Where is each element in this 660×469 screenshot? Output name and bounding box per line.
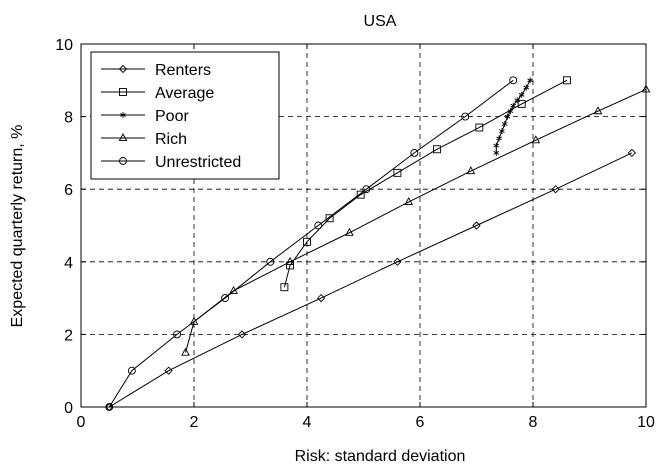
series-unrestricted-point xyxy=(221,294,230,303)
axes-frame xyxy=(80,43,647,408)
series-unrestricted-point xyxy=(105,403,114,411)
series-average-point xyxy=(280,283,289,292)
legend-rich-marker xyxy=(118,133,128,142)
legend-rich-label: Rich xyxy=(155,131,187,148)
series-average-point xyxy=(562,76,571,85)
series-poor-point xyxy=(496,135,502,142)
series-renters-point xyxy=(551,185,560,194)
y-tick-label: 10 xyxy=(55,37,73,54)
x-tick-label: 6 xyxy=(416,414,425,431)
y-axis-label: Expected quarterly return, % xyxy=(9,125,26,328)
series-average-point xyxy=(356,190,365,199)
series-average-point xyxy=(325,214,334,223)
x-tick-label: 2 xyxy=(190,414,199,431)
y-tick-label: 6 xyxy=(64,182,73,199)
series-renters-point xyxy=(393,257,402,266)
series-poor-point xyxy=(504,113,511,120)
series-rich-point xyxy=(189,316,199,325)
series-rich-point xyxy=(181,347,190,356)
series-unrestricted-point xyxy=(509,76,518,85)
series-poor-point xyxy=(510,102,517,109)
series-average-point xyxy=(303,237,311,246)
series-rich-point xyxy=(593,106,603,115)
series-poor-point xyxy=(514,97,521,104)
series-poor-line xyxy=(495,80,531,153)
y-tick-label: 4 xyxy=(64,255,73,272)
series-unrestricted-line xyxy=(108,79,514,408)
x-axis-label: Risk: standard deviation xyxy=(295,448,466,465)
series-unrestricted-point xyxy=(362,185,371,194)
series-poor-point xyxy=(518,91,525,98)
series-average-point xyxy=(433,145,441,154)
legend-average-marker xyxy=(119,88,127,96)
y-tick-label: 2 xyxy=(64,327,73,344)
series-renters-point xyxy=(237,330,247,339)
series-renters-point xyxy=(316,293,326,303)
series-renters-point xyxy=(627,148,637,158)
series-poor-point xyxy=(523,84,530,91)
series-poor-point xyxy=(527,77,534,84)
y-tick-label: 0 xyxy=(64,400,73,417)
series-poor-point xyxy=(501,120,508,127)
series-unrestricted-point xyxy=(266,257,275,266)
legend-renters-label: Renters xyxy=(155,62,211,79)
series-unrestricted-point xyxy=(410,148,419,157)
series-renters-point xyxy=(164,366,173,375)
series-rich-point xyxy=(345,227,354,236)
series-rich-point xyxy=(285,256,295,265)
series-average-point xyxy=(475,123,484,132)
series-poor-point xyxy=(499,128,505,135)
series-renters-line xyxy=(108,152,633,408)
series-rich-point xyxy=(466,166,476,175)
series-average-line xyxy=(283,79,568,288)
series-average-point xyxy=(517,99,526,108)
series-average-point xyxy=(393,168,402,177)
series-poor-point xyxy=(493,142,500,149)
series-rich-point xyxy=(404,196,414,205)
x-tick-label: 8 xyxy=(529,414,538,431)
x-tick-label: 4 xyxy=(303,414,312,431)
chart-title: USA xyxy=(364,13,397,30)
legend-renters-marker xyxy=(118,64,128,74)
legend-unrestricted-label: Unrestricted xyxy=(155,154,241,171)
series-unrestricted-point xyxy=(314,221,323,230)
series-unrestricted-point xyxy=(127,366,136,375)
series-rich-point xyxy=(531,135,541,144)
series-renters-point xyxy=(472,221,481,230)
x-tick-label: 10 xyxy=(637,414,655,431)
series-rich-point xyxy=(641,84,651,93)
legend-average-label: Average xyxy=(155,85,214,102)
legend-unrestricted-marker xyxy=(119,157,127,165)
series-unrestricted-point xyxy=(461,112,470,121)
series-poor-point xyxy=(507,108,514,115)
y-tick-label: 8 xyxy=(64,110,73,127)
legend-poor-marker xyxy=(120,112,126,118)
series-poor-point xyxy=(493,149,500,156)
legend: Renters Average Poor Rich Unrestricted xyxy=(90,51,280,180)
legend-poor-label: Poor xyxy=(155,108,189,125)
x-tick-label: 0 xyxy=(77,414,86,431)
series-unrestricted-point xyxy=(173,330,182,339)
